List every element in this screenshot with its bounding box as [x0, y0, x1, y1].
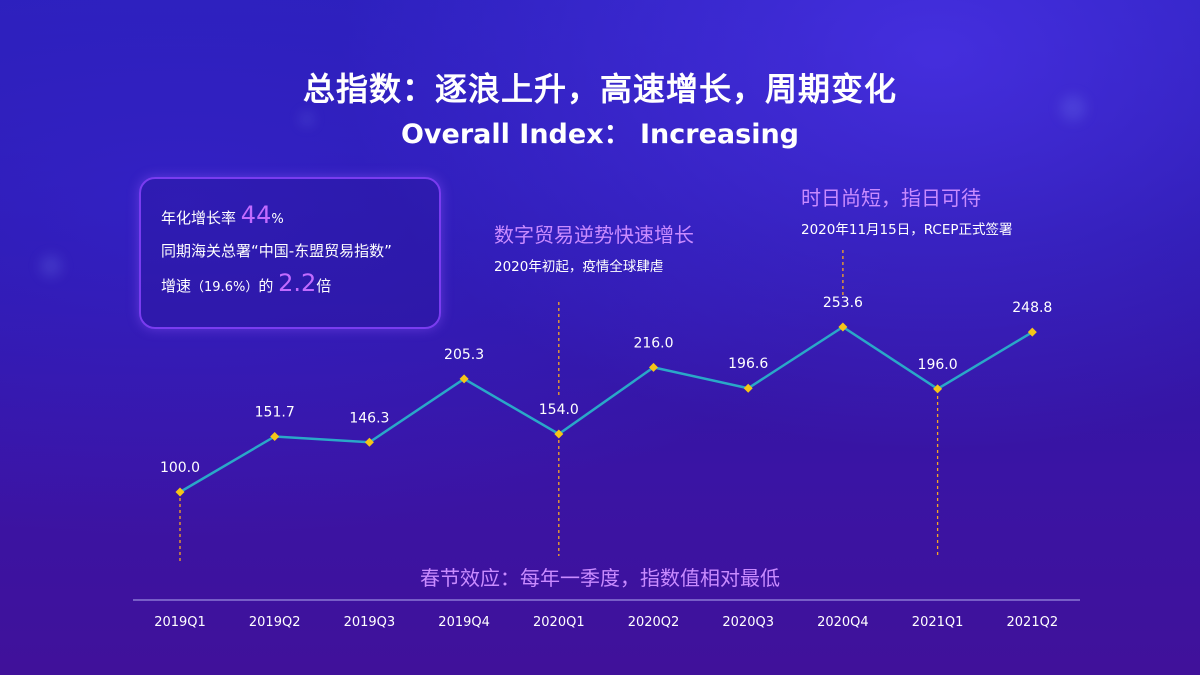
page-title: 总指数：逐浪上升，高速增长，周期变化: [302, 70, 897, 108]
x-tick-label: 2019Q3: [344, 615, 396, 630]
data-label: 100.0: [160, 460, 200, 476]
data-label: 154.0: [539, 402, 579, 418]
rcep-annotation-subtitle: 2020年11月15日，RCEP正式签署: [801, 222, 1013, 238]
data-label: 196.6: [728, 356, 768, 372]
data-point-marker: [1027, 327, 1037, 337]
seasonal-annotation: 春节效应：每年一季度，指数值相对最低: [420, 566, 780, 590]
data-label: 248.8: [1012, 300, 1052, 316]
multiple-paren: （19.6%）: [191, 280, 259, 295]
x-tick-label: 2019Q4: [438, 615, 490, 630]
data-label: 151.7: [255, 404, 295, 420]
background-glow: [40, 255, 62, 277]
x-tick-label: 2019Q2: [249, 615, 301, 630]
data-point-marker: [649, 362, 658, 372]
data-point-marker: [364, 437, 374, 447]
background-glow: [300, 112, 314, 126]
annual-growth-label: 年化增长率: [161, 209, 237, 227]
data-point-marker: [459, 374, 469, 384]
x-tick-label: 2021Q2: [1007, 615, 1059, 630]
x-tick-label: 2020Q4: [817, 615, 869, 630]
data-markers: [175, 322, 1037, 497]
x-tick-label: 2020Q2: [628, 615, 680, 630]
multiple-mid: 的: [258, 277, 274, 295]
covid-annotation-title: 数字贸易逆势快速增长: [494, 223, 694, 247]
annual-growth-value: 44: [240, 201, 272, 229]
growth-info-box: 年化增长率 44% 同期海关总署“中国-东盟贸易指数” 增速（19.6%）的 2…: [139, 177, 441, 329]
data-point-marker: [270, 431, 280, 441]
multiple-value: 2.2: [278, 269, 317, 297]
annual-growth-line: 年化增长率 44%: [161, 201, 284, 229]
background-glow: [1060, 95, 1086, 121]
page-subtitle: Overall Index： Increasing: [400, 119, 800, 150]
data-label: 216.0: [633, 335, 673, 351]
covid-annotation-subtitle: 2020年初起，疫情全球肆虐: [494, 259, 664, 275]
data-point-marker: [554, 429, 564, 439]
x-tick-label: 2020Q1: [533, 615, 585, 630]
guide-lines: [179, 250, 939, 562]
rcep-annotation-title: 时日尚短，指日可待: [801, 186, 981, 210]
x-tick-label: 2019Q1: [154, 615, 206, 630]
series-line: [179, 325, 1033, 494]
data-labels: 100.0 151.7 146.3 205.3 154.0 216.0 196.6 253.6…: [160, 295, 1052, 476]
data-point-marker: [838, 322, 848, 332]
x-tick-label: 2021Q1: [912, 615, 964, 630]
multiple-suffix: 倍: [316, 277, 332, 295]
data-label: 253.6: [823, 295, 863, 311]
data-point-marker: [175, 487, 185, 497]
data-point-marker: [743, 383, 753, 393]
data-label: 205.3: [444, 347, 484, 363]
data-point-marker: [933, 384, 943, 394]
x-tick-labels: 2019Q1 2019Q2 2019Q3 2019Q4 2020Q1 2020Q2 2020…: [154, 615, 1058, 630]
data-label: 196.0: [918, 357, 958, 373]
x-tick-label: 2020Q3: [722, 615, 774, 630]
comparison-line: 同期海关总署“中国-东盟贸易指数”: [161, 242, 392, 260]
data-label: 146.3: [349, 410, 389, 426]
annual-growth-unit: %: [271, 212, 284, 227]
multiple-line: 增速（19.6%）的 2.2倍: [161, 269, 331, 297]
multiple-prefix: 增速: [161, 277, 192, 295]
